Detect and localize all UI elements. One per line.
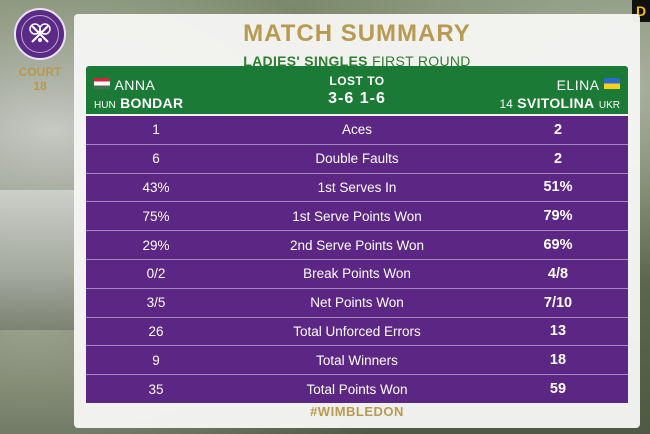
stat-label: 1st Serve Points Won: [292, 208, 422, 224]
stat-left-value: 6: [152, 151, 160, 167]
match-score: 3-6 1-6: [328, 90, 386, 107]
stat-left-value: 1: [152, 122, 160, 138]
player-left-country: HUN: [94, 100, 116, 111]
panel-subtitle: LADIES' SINGLES FIRST ROUND: [74, 53, 640, 69]
round-name: FIRST ROUND: [372, 53, 471, 69]
player-left-last-name: BONDAR: [120, 95, 184, 111]
stat-label: Break Points Won: [303, 266, 411, 282]
ukraine-flag-icon: [604, 78, 620, 89]
stat-right-value: 4/8: [547, 265, 569, 282]
background-stand: [0, 190, 80, 330]
stat-row: 26 Total Unforced Errors 13: [86, 318, 628, 347]
stat-left-value: 29%: [142, 237, 170, 253]
court-number: 18: [33, 79, 47, 93]
player-right: ELINA 14 SVITOLINA UKR: [499, 77, 620, 113]
stat-right-value: 2: [553, 150, 563, 167]
player-left-first-name: ANNA: [114, 77, 156, 93]
stat-label: Total Points Won: [306, 381, 408, 397]
result-label: LOST TO: [329, 74, 385, 88]
stat-row: 1 Aces 2: [86, 116, 628, 145]
stat-left-value: 3/5: [146, 295, 166, 311]
court-word: COURT: [18, 65, 62, 79]
player-left: ANNA HUN BONDAR: [94, 77, 183, 113]
logo-block: COURT 18: [10, 8, 70, 93]
player-right-country: UKR: [598, 100, 620, 111]
player-right-first-name: ELINA: [556, 77, 600, 93]
stat-right-value: 69%: [543, 237, 573, 254]
hashtag: #WIMBLEDON: [310, 404, 404, 419]
match-summary-panel: MATCH SUMMARY LADIES' SINGLES FIRST ROUN…: [74, 14, 640, 428]
event-name: LADIES' SINGLES: [243, 53, 368, 69]
stat-row: 35 Total Points Won 59: [86, 375, 628, 403]
stat-left-value: 35: [148, 381, 164, 397]
stat-right-value: 18: [549, 352, 567, 369]
player-right-seed: 14: [499, 97, 513, 111]
stat-label: Aces: [341, 122, 372, 138]
stat-right-value: 13: [549, 323, 567, 340]
stat-label: Net Points Won: [310, 295, 404, 311]
stat-left-value: 0/2: [146, 266, 166, 282]
stat-row: 6 Double Faults 2: [86, 145, 628, 174]
stat-row: 9 Total Winners 18: [86, 346, 628, 376]
stat-label: Double Faults: [315, 151, 399, 167]
hungary-flag-icon: [94, 78, 110, 89]
stat-label: 2nd Serve Points Won: [289, 237, 425, 253]
stat-right-value: 2: [553, 121, 563, 138]
match-result: LOST TO 3-6 1-6: [86, 74, 628, 108]
stat-label: 1st Serves In: [317, 179, 397, 195]
player-right-last-name: SVITOLINA: [517, 95, 595, 111]
stat-left-value: 75%: [142, 208, 170, 224]
panel-title: MATCH SUMMARY: [243, 20, 471, 47]
stat-row: 43% 1st Serves In 51%: [86, 174, 628, 203]
stat-row: 75% 1st Serve Points Won 79%: [86, 202, 628, 232]
stat-row: 29% 2nd Serve Points Won 69%: [86, 231, 628, 260]
players-header: ANNA HUN BONDAR LOST TO 3-6 1-6 ELINA 14…: [86, 66, 628, 114]
stat-left-value: 43%: [142, 179, 170, 195]
stat-left-value: 26: [148, 323, 164, 339]
stat-row: 3/5 Net Points Won 7/10: [86, 289, 628, 318]
stat-label: Total Unforced Errors: [293, 323, 421, 339]
stat-right-value: 7/10: [543, 294, 573, 311]
wimbledon-logo-icon: [14, 8, 66, 60]
stat-label: Total Winners: [316, 352, 398, 368]
stat-left-value: 9: [152, 352, 160, 368]
stat-right-value: 59: [549, 381, 567, 398]
court-label: COURT 18: [10, 65, 70, 93]
stat-right-value: 51%: [543, 179, 573, 196]
stats-table: 1 Aces 2 6 Double Faults 2 43% 1st Serves In 5…: [86, 116, 628, 403]
stat-row: 0/2 Break Points Won 4/8: [86, 260, 628, 289]
stat-right-value: 79%: [543, 208, 573, 225]
